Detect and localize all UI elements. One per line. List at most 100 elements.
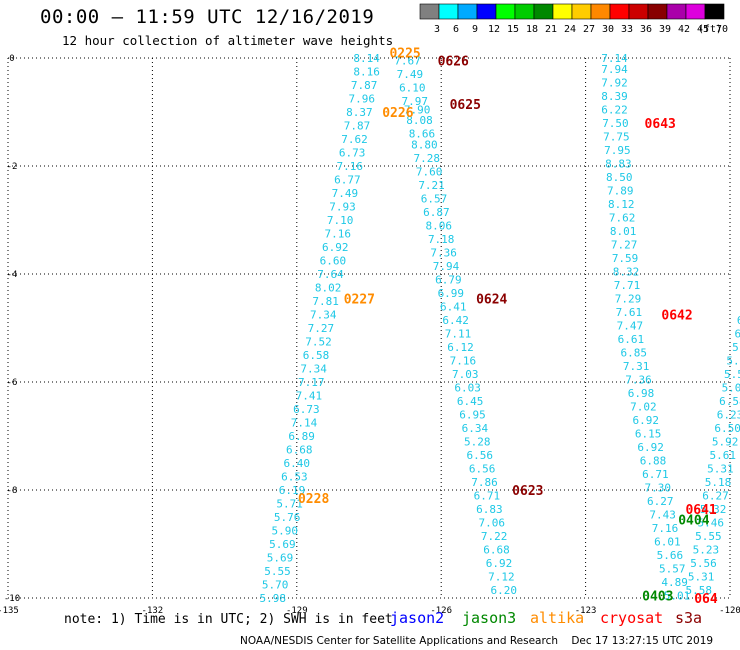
pass-time-label: 0626 (438, 55, 469, 70)
wave-height-point: 7.17 (298, 376, 325, 389)
wave-height-point: 5.90 (272, 525, 299, 538)
satellite-label-cryosat: cryosat (600, 609, 664, 627)
wave-height-point: 6.10 (399, 82, 426, 95)
wave-height-point: 6.73 (293, 403, 320, 416)
wave-height-point: 7.06 (478, 516, 505, 529)
wave-height-point: 5.31 (688, 570, 715, 583)
footer-credit: NOAA/NESDIS Center for Satellite Applica… (240, 635, 714, 647)
wave-height-point: 7.14 (291, 417, 318, 430)
wave-height-point: 6.92 (486, 557, 513, 570)
wave-height-point: 7.18 (428, 233, 455, 246)
wave-height-point: 7.49 (332, 187, 359, 200)
wave-height-point: 5.55 (695, 530, 722, 543)
legend-unit: (ft) (698, 24, 722, 35)
wave-height-point: 8.39 (601, 90, 628, 103)
pass-time-label: 0403 (642, 589, 673, 604)
wave-height-point: 5.8 (732, 341, 740, 354)
wave-height-point: 8.08 (406, 114, 433, 127)
wave-height-point: 6.71 (474, 489, 501, 502)
legend-label: 42 (678, 24, 690, 35)
pass-time-label: 0227 (344, 292, 375, 307)
wave-height-point: 6.95 (459, 408, 486, 421)
wave-height-point: 8.01 (610, 225, 637, 238)
wave-height-point: 6.68 (286, 444, 313, 457)
wave-height-point: 7.34 (300, 363, 327, 376)
wave-height-point: 6.27 (647, 495, 674, 508)
wave-height-point: 8.66 (409, 128, 436, 141)
wave-height-point: 6.58 (719, 395, 740, 408)
legend-label: 9 (472, 24, 478, 35)
wave-height-point: 6.45 (457, 395, 484, 408)
wave-height-point: 6.73 (339, 147, 366, 160)
wave-height-point: 5.58 (685, 584, 712, 597)
wave-height-point: 5.66 (657, 549, 684, 562)
x-tick-label: -120 (719, 606, 740, 616)
wave-height-point: 5.76 (274, 511, 301, 524)
wave-height-point: 5.18 (705, 476, 732, 489)
wave-height-point: 7.62 (341, 133, 368, 146)
wave-height-point: 6.92 (633, 414, 660, 427)
pass-time-label: 064 (694, 592, 718, 607)
wave-height-point: 5.57 (659, 562, 686, 575)
wave-height-point: 7.34 (310, 309, 337, 322)
wave-height-point: 7.75 (603, 130, 630, 143)
pass-time-label: 0625 (450, 98, 481, 113)
wave-height-point: 6.61 (618, 333, 645, 346)
wave-height-point: 5.56 (724, 368, 740, 381)
wave-height-point: 7.59 (612, 252, 639, 265)
wave-height-point: 6.89 (288, 430, 315, 443)
satellite-label-s3a: s3a (675, 609, 703, 627)
wave-height-point: 6.50 (714, 422, 740, 435)
y-tick-label: -10 (4, 594, 20, 604)
wave-height-point: 5.01 (664, 589, 691, 602)
wave-height-point: 7.22 (481, 530, 508, 543)
wave-height-point: 7.43 (649, 508, 676, 521)
wave-height-point: 7.47 (617, 319, 644, 332)
wave-height-point: 6.88 (640, 454, 667, 467)
wave-height-point: 5.08 (722, 381, 740, 394)
pass-time-label: 0225 (389, 47, 420, 62)
legend-label: 12 (488, 24, 500, 35)
x-tick-label: -126 (430, 606, 452, 616)
wave-height-point: 7.27 (308, 322, 335, 335)
wave-height-point: 7.03 (452, 368, 479, 381)
y-tick-label: -4 (7, 270, 18, 280)
wave-height-point: 7.64 (317, 268, 344, 281)
legend-swatch (704, 3, 725, 20)
y-tick-label: -2 (7, 162, 18, 172)
wave-height-point: 6.60 (320, 255, 347, 268)
wave-height-point: 7.12 (488, 570, 515, 583)
wave-height-point: 6.98 (628, 387, 655, 400)
wave-height-point: 6.42 (442, 314, 469, 327)
wave-height-point: 7.67 (394, 55, 421, 68)
wave-height-point: 7.62 (609, 211, 636, 224)
wave-height-point: 7.31 (623, 360, 650, 373)
wave-height-point: 7.90 (404, 103, 431, 116)
color-scale-legend: 3 6 9 12 15 18 21 24 27 30 33 36 39 42 45 70(ft) (419, 3, 728, 35)
wave-height-point: 6.03 (454, 381, 481, 394)
wave-height-point: 6.20 (491, 584, 518, 597)
legend-label: 3 (434, 24, 440, 35)
wave-height-point: 7.87 (344, 120, 371, 133)
wave-height-point: 5.23 (693, 543, 720, 556)
wave-height-point: 6.92 (322, 241, 349, 254)
y-tick-label: -6 (7, 378, 18, 388)
wave-height-point: 6.92 (637, 441, 664, 454)
page-subtitle: 12 hour collection of altimeter wave hei… (62, 33, 394, 48)
wave-height-point: 5.28 (464, 435, 491, 448)
wave-height-point: 7.50 (602, 117, 629, 130)
wave-height-point: 8.37 (346, 106, 373, 119)
wave-height-point: 5.56 (690, 557, 717, 570)
wave-height-point: 6.87 (423, 206, 450, 219)
legend-label: 15 (507, 24, 519, 35)
wave-height-point: 6.77 (334, 174, 361, 187)
wave-height-point: 6.68 (483, 543, 510, 556)
wave-height-point: 7.16 (652, 522, 679, 535)
wave-height-point: 4.89 (661, 576, 688, 589)
wave-height-point: 6.57 (421, 192, 448, 205)
wave-height-point: 7.71 (614, 279, 641, 292)
wave-height-point: 5.70 (262, 579, 289, 592)
wave-height-point: 8.02 (315, 282, 342, 295)
y-tick-label: -8 (7, 486, 18, 496)
legend-label: 33 (621, 24, 633, 35)
